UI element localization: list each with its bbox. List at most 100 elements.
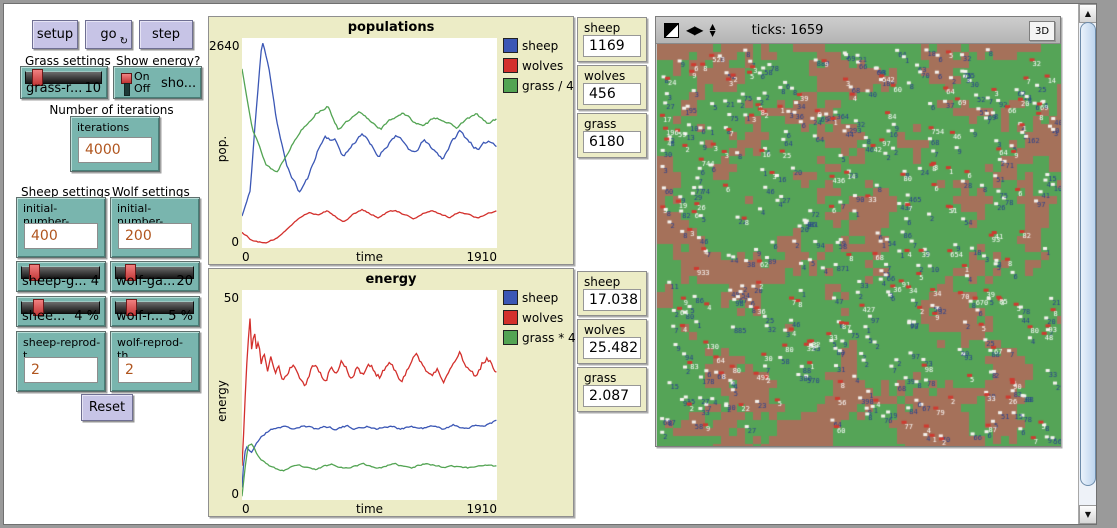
- wolf-reproduce-slider[interactable]: wolf-r... 5 %: [110, 296, 200, 327]
- resize-corner-icon[interactable]: [664, 22, 679, 38]
- wolf-reproduce-threshold-inputbox: wolf-reprod-th... 2: [110, 331, 200, 392]
- monitor-value: 6180: [589, 134, 625, 150]
- sheep-count-monitor: sheep 1169: [577, 17, 647, 62]
- wolves-energy-monitor: wolves 25.482: [577, 319, 647, 364]
- reset-button-label: Reset: [88, 400, 126, 415]
- monitor-value-field: 25.482: [583, 337, 641, 359]
- legend-item: wolves: [503, 58, 574, 73]
- slider-label: grass-r...: [26, 81, 83, 96]
- wolf-settings-label: Wolf settings: [112, 185, 190, 199]
- ticks-counter: ticks: 1659: [751, 22, 824, 38]
- step-button[interactable]: step: [139, 20, 193, 49]
- step-button-label: step: [151, 27, 181, 42]
- monitor-label: grass: [584, 371, 617, 385]
- initial-number-sheep-input[interactable]: 400: [24, 223, 98, 249]
- sheep-reproduce-threshold-input[interactable]: 2: [24, 357, 98, 383]
- initial-number-wolves-input[interactable]: 200: [118, 223, 192, 249]
- monitor-label: wolves: [584, 69, 626, 83]
- energy-plot-area: [242, 290, 497, 500]
- plot-title: populations: [347, 20, 435, 35]
- legend-swatch-grass: [503, 330, 518, 345]
- slider-handle[interactable]: [29, 264, 41, 281]
- slider-label: sheep-g...: [22, 274, 87, 289]
- switch-name: sho...: [161, 76, 197, 91]
- sheep-energy-monitor: sheep 17.038: [577, 271, 647, 316]
- wolf-gain-slider[interactable]: wolf-ga... 20: [110, 261, 200, 292]
- switch-track[interactable]: [124, 83, 130, 96]
- monitor-value: 456: [589, 86, 616, 102]
- show-energy-switch[interactable]: On Off sho...: [113, 66, 202, 99]
- sheep-settings-label: Sheep settings: [21, 185, 111, 199]
- y-axis-max-label: 2640: [209, 39, 240, 53]
- legend-swatch-wolves: [503, 58, 518, 73]
- slider-handle[interactable]: [33, 299, 45, 316]
- forever-icon: ↻: [119, 36, 128, 47]
- x-axis-max-label: 1910: [466, 502, 497, 516]
- monitor-label: sheep: [584, 21, 621, 35]
- x-axis-min-label: 0: [242, 250, 250, 264]
- go-button[interactable]: go ↻: [85, 20, 132, 49]
- x-axis-max-label: 1910: [466, 250, 497, 264]
- slider-handle[interactable]: [31, 69, 43, 86]
- slider-track[interactable]: [25, 71, 102, 84]
- scroll-down-button[interactable]: ▼: [1079, 505, 1096, 524]
- legend-label: sheep: [522, 38, 559, 53]
- legend-swatch-sheep: [503, 38, 518, 53]
- monitor-value-field: 1169: [583, 35, 641, 57]
- 3d-view-button[interactable]: 3D: [1029, 21, 1055, 41]
- monitor-value-field: 6180: [583, 131, 641, 153]
- plot-legend: sheep wolves grass * 4: [503, 290, 576, 350]
- sheep-reproduce-threshold-inputbox: sheep-reprod-t... 2: [16, 331, 106, 392]
- slider-track[interactable]: [21, 266, 100, 279]
- sheep-gain-slider[interactable]: sheep-g... 4: [16, 261, 106, 292]
- monitor-label: sheep: [584, 275, 621, 289]
- sheep-reproduce-slider[interactable]: shee... 4 %: [16, 296, 106, 327]
- iterations-section-label: Number of iterations: [49, 103, 174, 117]
- iterations-inputbox: iterations 4000: [70, 116, 160, 172]
- monitor-value-field: 17.038: [583, 289, 641, 311]
- slider-value: 20: [176, 274, 193, 289]
- x-axis-label: time: [355, 250, 384, 264]
- populations-plot: populations 2640 pop. 0 0 time 1910 shee…: [208, 16, 574, 265]
- horizontal-resize-icon[interactable]: ◀▶: [686, 23, 703, 37]
- monitor-value-field: 2.087: [583, 385, 641, 407]
- legend-item: wolves: [503, 310, 576, 325]
- legend-label: wolves: [522, 310, 564, 325]
- iterations-input[interactable]: 4000: [78, 137, 152, 163]
- legend-label: grass * 4: [522, 330, 576, 345]
- legend-item: grass / 4: [503, 78, 574, 93]
- legend-swatch-grass: [503, 78, 518, 93]
- inputbox-value: 4000: [85, 142, 121, 158]
- setup-button[interactable]: setup: [32, 20, 78, 49]
- slider-handle[interactable]: [124, 264, 136, 281]
- monitor-value: 1169: [589, 38, 625, 54]
- world-view-header: ◀▶ ▲ ▼ ticks: 1659 3D: [656, 17, 1060, 44]
- inputbox-value: 2: [125, 362, 134, 378]
- legend-label: wolves: [522, 58, 564, 73]
- vertical-scrollbar[interactable]: ▲ ▼: [1078, 4, 1096, 524]
- plot-title: energy: [365, 272, 417, 287]
- slider-value: 5 %: [168, 309, 193, 324]
- initial-number-wolves-inputbox: initial-number-... 200: [110, 197, 200, 258]
- scroll-up-button[interactable]: ▲: [1079, 4, 1096, 23]
- grass-regrowth-slider[interactable]: grass-r... 10: [20, 66, 108, 99]
- reset-button[interactable]: Reset: [81, 394, 133, 421]
- slider-value: 10: [84, 81, 101, 96]
- vertical-resize-icon[interactable]: ▲ ▼: [709, 22, 716, 38]
- slider-handle[interactable]: [125, 299, 137, 316]
- monitor-value-field: 456: [583, 83, 641, 105]
- wolf-reproduce-threshold-input[interactable]: 2: [118, 357, 192, 383]
- world-view-widget: ◀▶ ▲ ▼ ticks: 1659 3D: [655, 16, 1061, 447]
- monitor-label: wolves: [584, 323, 626, 337]
- y-axis-min-label: 0: [231, 235, 239, 249]
- world-canvas[interactable]: [657, 44, 1061, 446]
- go-button-label: go: [100, 27, 117, 42]
- grass-energy-monitor: grass 2.087: [577, 367, 647, 412]
- monitor-label: grass: [584, 117, 617, 131]
- slider-label: wolf-ga...: [116, 274, 176, 289]
- scrollbar-thumb[interactable]: [1080, 22, 1096, 486]
- legend-item: sheep: [503, 290, 576, 305]
- slider-label: shee...: [22, 309, 66, 324]
- slider-label: wolf-r...: [116, 309, 164, 324]
- y-axis-min-label: 0: [231, 487, 239, 501]
